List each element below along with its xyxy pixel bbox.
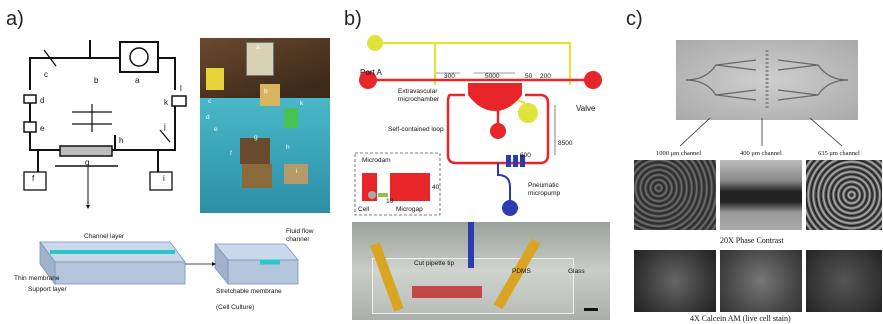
dim-8500: 8500: [558, 140, 573, 147]
photo-label-h: h: [286, 144, 290, 151]
photo-label-c: c: [208, 98, 212, 105]
calcein-1000: [634, 250, 716, 312]
calcein-400: [720, 250, 802, 312]
flow-loop-schematic: [23, 40, 187, 209]
chip-illustration: [39, 240, 299, 286]
chip-label-support-layer: Support layer: [28, 286, 67, 293]
label-pdms: PDMS: [512, 268, 531, 275]
panel-a-letter: a): [6, 8, 24, 30]
chip-micrograph: [676, 40, 858, 120]
chip-label-cell-culture: (Cell Culture): [216, 304, 255, 311]
phase-contrast-1000: [634, 160, 716, 230]
label-k: k: [164, 98, 168, 107]
label-self-contained: Self-contained loop: [388, 126, 444, 133]
chip-label-fluid-flow: Fluid flow channel: [286, 228, 314, 243]
chip-label-channel-layer: Channel layer: [84, 233, 125, 240]
label-d: d: [40, 96, 45, 105]
photo-label-k: k: [300, 100, 304, 107]
label-g: g: [85, 158, 90, 167]
label-b: b: [94, 76, 99, 85]
dim-40: 40: [432, 184, 440, 191]
dim-10: 10: [386, 198, 394, 205]
label-cut-pipette: Cut pipette tip: [414, 260, 455, 267]
channel-label-635: 635 μm channel: [818, 150, 860, 157]
label-a: a: [135, 76, 140, 85]
dim-600: 600: [520, 152, 531, 159]
device-photo: [352, 222, 610, 320]
calcein-635: [806, 250, 882, 312]
phase-contrast-635: [806, 160, 882, 230]
label-f: f: [32, 174, 35, 183]
label-h: h: [119, 136, 124, 145]
panel-b-letter: b): [344, 8, 362, 30]
label-microdam: Microdam: [362, 157, 391, 164]
phase-contrast-400: [720, 160, 802, 230]
label-extravascular: Extravascular microchamber: [398, 88, 440, 103]
photo-label-b: b: [264, 88, 268, 95]
photo-label-g: g: [254, 134, 258, 141]
label-valve: Valve: [576, 104, 596, 113]
label-cell: Cell: [358, 206, 370, 213]
label-glass: Glass: [568, 268, 585, 275]
channel-label-400: 400 μm channel: [740, 150, 782, 157]
row-label-calcein: 4X Calcein AM (live cell stain): [690, 314, 791, 323]
label-c: c: [44, 70, 48, 79]
label-j: j: [164, 122, 166, 131]
dim-300: 300: [444, 73, 455, 80]
label-port-a: Port A: [360, 68, 382, 77]
label-l: l: [180, 84, 182, 93]
photo-label-a: a: [256, 44, 260, 51]
dim-5000: 5000: [485, 73, 500, 80]
chip-label-thin-membrane: Thin membrane: [14, 275, 60, 282]
channel-label-1000: 1000 μm channel: [656, 150, 702, 157]
photo-label-i: i: [296, 168, 298, 175]
label-i: i: [163, 174, 165, 183]
photo-label-d: d: [206, 114, 210, 121]
microfluidic-schematic: [354, 35, 602, 216]
chip-label-stretchable: Stretchable membrane: [216, 288, 282, 295]
panel-c-letter: c): [626, 8, 643, 30]
dim-200: 200: [540, 73, 551, 80]
photo-label-f: f: [230, 150, 232, 157]
callout-arrows: [679, 118, 843, 147]
dim-50: 50: [525, 73, 533, 80]
label-e: e: [40, 124, 45, 133]
setup-photo: [200, 38, 330, 213]
row-label-phase: 20X Phase Contrast: [720, 236, 784, 245]
photo-label-e: e: [214, 126, 218, 133]
label-pneumatic: Pneumatic micropump: [528, 182, 561, 197]
label-microgap: Microgap: [396, 206, 423, 213]
